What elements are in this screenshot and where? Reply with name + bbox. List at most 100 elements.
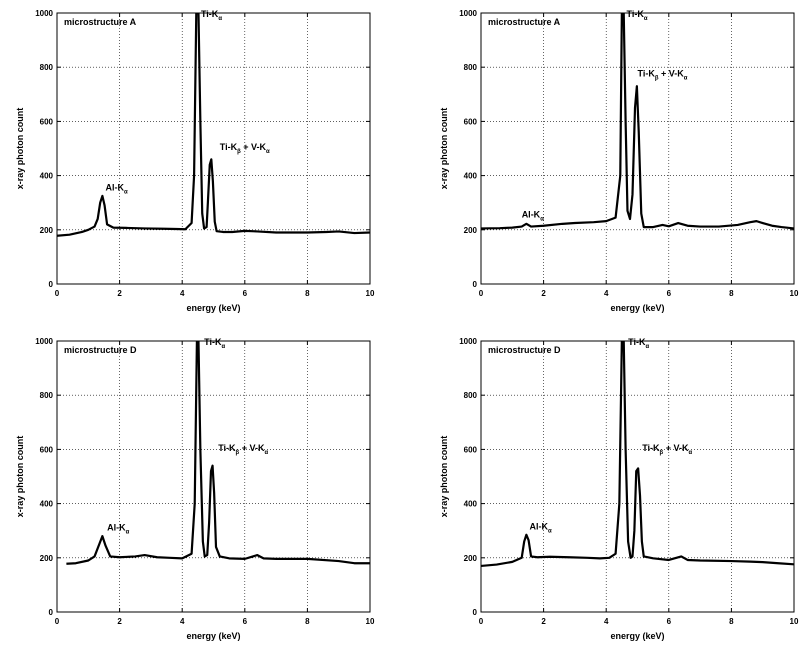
peak-label-text: Al-K xyxy=(530,521,549,531)
y-tick-label: 600 xyxy=(464,117,478,126)
x-tick-label: 4 xyxy=(604,289,609,298)
plot-frame xyxy=(56,12,371,285)
peak-label-subscript: α xyxy=(644,16,648,22)
peak-label-text: Ti-K xyxy=(220,142,238,152)
x-tick-label: 10 xyxy=(790,617,799,626)
peak-label: Ti-Kβ + V-Kα xyxy=(220,142,270,155)
peak-label: Al-Kα xyxy=(522,210,545,223)
x-tick-label: 4 xyxy=(180,617,185,626)
x-axis-label: energy (keV) xyxy=(186,303,240,313)
x-tick-label: 8 xyxy=(305,289,310,298)
y-tick-label: 1000 xyxy=(35,9,53,18)
panel-title: microstructure A xyxy=(488,17,561,27)
peak-label: Al-Kα xyxy=(106,183,129,196)
y-tick-label: 0 xyxy=(49,280,54,289)
x-tick-label: 8 xyxy=(305,617,310,626)
x-tick-label: 8 xyxy=(729,289,734,298)
peak-label-subscript: α xyxy=(540,217,544,223)
y-tick-label: 0 xyxy=(473,608,478,617)
y-tick-label: 800 xyxy=(40,63,54,72)
y-axis-label: x-ray photon count xyxy=(439,436,449,518)
peak-label-subscript: α xyxy=(126,530,130,536)
peak-label-subscript: α xyxy=(684,76,688,82)
peak-label: Ti-Kα xyxy=(204,337,225,350)
x-tick-label: 10 xyxy=(790,289,799,298)
y-tick-label: 800 xyxy=(464,391,478,400)
x-tick-label: 2 xyxy=(541,289,546,298)
peak-label-text: Al-K xyxy=(107,523,126,533)
peak-label-text: + V-K xyxy=(659,69,685,79)
peak-label-text: + V-K xyxy=(663,443,689,453)
peak-label: Ti-Kα xyxy=(627,9,648,22)
peak-label-subscript: α xyxy=(264,450,268,456)
spectrum-line xyxy=(481,13,794,230)
y-tick-label: 400 xyxy=(40,500,54,509)
y-tick-label: 200 xyxy=(464,226,478,235)
peak-label-text: Ti-K xyxy=(642,443,660,453)
x-tick-label: 4 xyxy=(180,289,185,298)
spectrum-line xyxy=(481,341,794,568)
peak-label: Ti-Kβ + V-Kα xyxy=(642,443,692,456)
x-tick-label: 0 xyxy=(479,289,484,298)
x-axis-label: energy (keV) xyxy=(610,631,664,641)
peak-label-subscript: β xyxy=(655,76,659,82)
x-tick-label: 0 xyxy=(55,617,60,626)
peak-label-subscript: α xyxy=(688,450,692,456)
y-axis-label: x-ray photon count xyxy=(15,108,25,190)
spectrum-panel-4: 0 2 4 6 8 10 0 200 400 600 800 1000 energy (keV) x-ra… xyxy=(439,337,799,641)
peak-label-subscript: α xyxy=(548,528,552,534)
peak-label-subscript: β xyxy=(236,450,240,456)
y-tick-label: 200 xyxy=(464,554,478,563)
spectrum-panel-3: 0 2 4 6 8 10 0 200 400 600 800 1000 energy (keV) x-ra… xyxy=(15,337,375,641)
peak-label: Ti-Kβ + V-Kα xyxy=(638,69,688,82)
x-axis-label: energy (keV) xyxy=(186,631,240,641)
peak-label-subscript: α xyxy=(124,190,128,196)
x-tick-label: 2 xyxy=(117,289,122,298)
y-tick-label: 400 xyxy=(40,172,54,181)
y-tick-label: 200 xyxy=(40,554,54,563)
peak-label-subscript: α xyxy=(218,16,222,22)
panel-title: microstructure D xyxy=(488,345,561,355)
y-tick-label: 0 xyxy=(473,280,478,289)
peak-label-subscript: α xyxy=(221,344,225,350)
spectrum-panel-2: 0 2 4 6 8 10 0 200 400 600 800 1000 energy (keV) x-ra… xyxy=(439,9,799,313)
plot-frame xyxy=(480,12,795,285)
peak-label-text: Al-K xyxy=(522,210,541,220)
spectrum-line xyxy=(57,13,370,237)
peak-label-text: Al-K xyxy=(106,183,125,193)
peak-label: Al-Kα xyxy=(530,521,553,534)
y-axis-label: x-ray photon count xyxy=(439,108,449,190)
y-tick-label: 1000 xyxy=(35,337,53,346)
x-tick-label: 6 xyxy=(667,289,672,298)
peak-label-text: Ti-K xyxy=(627,9,645,19)
peak-label-subscript: β xyxy=(660,450,664,456)
peak-label: Ti-Kα xyxy=(628,337,649,350)
x-tick-label: 10 xyxy=(366,289,375,298)
spectrum-line xyxy=(66,341,370,565)
peak-label-text: Ti-K xyxy=(204,337,222,347)
x-tick-label: 6 xyxy=(243,617,248,626)
peak-label: Al-Kα xyxy=(107,523,130,536)
y-tick-label: 200 xyxy=(40,226,54,235)
peak-label-text: Ti-K xyxy=(201,9,219,19)
y-tick-label: 400 xyxy=(464,500,478,509)
plot-frame xyxy=(480,340,795,613)
x-tick-label: 4 xyxy=(604,617,609,626)
x-tick-label: 0 xyxy=(55,289,60,298)
x-tick-label: 2 xyxy=(117,617,122,626)
panel-title: microstructure A xyxy=(64,17,137,27)
y-tick-label: 1000 xyxy=(459,337,477,346)
peak-label-subscript: β xyxy=(237,149,241,155)
y-tick-label: 400 xyxy=(464,172,478,181)
y-tick-label: 0 xyxy=(49,608,54,617)
panel-title: microstructure D xyxy=(64,345,137,355)
x-tick-label: 6 xyxy=(667,617,672,626)
x-tick-label: 10 xyxy=(366,617,375,626)
y-tick-label: 1000 xyxy=(459,9,477,18)
x-tick-label: 0 xyxy=(479,617,484,626)
y-tick-label: 800 xyxy=(40,391,54,400)
peak-label-text: Ti-K xyxy=(218,443,236,453)
x-axis-label: energy (keV) xyxy=(610,303,664,313)
plot-frame xyxy=(56,340,371,613)
